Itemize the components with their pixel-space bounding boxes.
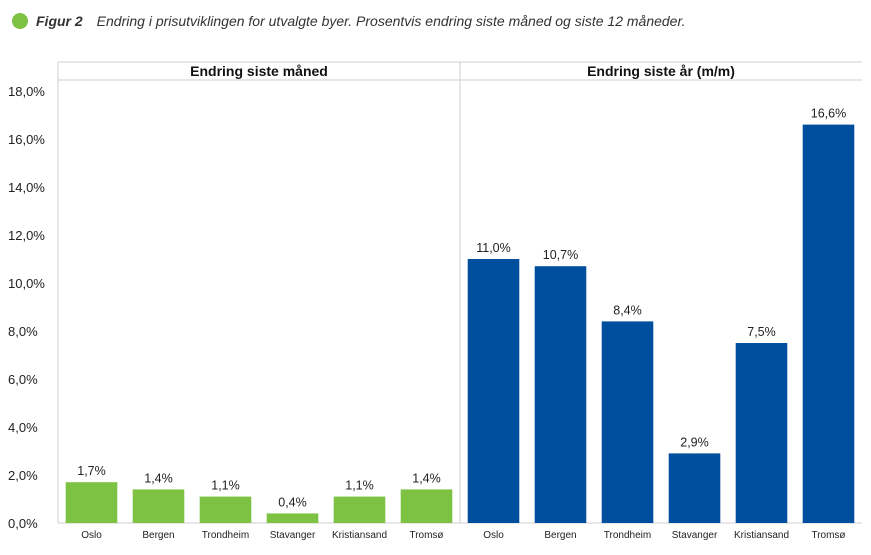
data-label: 1,1% [211,479,240,493]
data-label: 2,9% [680,435,709,449]
y-tick-label: 14,0% [8,180,45,195]
data-label: 1,7% [77,464,106,478]
panel-1: Endring siste måned 1,7% Oslo 1,4% Bergen 1,1… [65,63,453,541]
panel-2: Endring siste år (m/m) 11,0% Oslo 10,7% Berg… [467,63,855,541]
bar-tromsø [802,124,855,523]
y-axis: 0,0% 2,0% 4,0% 6,0% 8,0% 10,0% 12,0% 14,0% 16,0%… [8,84,45,531]
data-label: 8,4% [613,303,642,317]
x-category-label: Tromsø [409,530,443,541]
data-label: 0,4% [278,495,307,509]
y-tick-label: 4,0% [8,420,38,435]
bar-trondheim [601,321,654,523]
bullet-dot-icon [12,13,28,29]
figure-title: Endring i prisutviklingen for utvalgte b… [96,13,686,29]
panel-title: Endring siste måned [190,63,328,79]
data-label: 11,0% [476,241,511,255]
x-category-label: Trondheim [604,530,651,541]
chart-panels: Endring siste måned 1,7% Oslo 1,4% Bergen 1,1… [65,63,855,541]
data-label: 1,4% [144,471,173,485]
x-category-label: Bergen [142,530,174,541]
x-category-label: Stavanger [672,530,718,541]
x-category-label: Kristiansand [332,530,387,541]
y-tick-label: 18,0% [8,84,45,99]
x-category-label: Bergen [544,530,576,541]
y-tick-label: 2,0% [8,468,38,483]
y-tick-label: 8,0% [8,324,38,339]
figure-caption: Figur 2 Endring i prisutviklingen for ut… [12,10,686,32]
x-category-label: Stavanger [270,530,316,541]
data-label: 7,5% [747,325,776,339]
data-label: 16,6% [811,107,846,121]
y-tick-label: 10,0% [8,276,45,291]
x-category-label: Oslo [483,530,504,541]
data-label: 10,7% [543,248,578,262]
bar-oslo [467,259,520,523]
bar-stavanger [668,453,721,523]
bar-kristiansand [333,496,386,523]
bar-trondheim [199,496,252,523]
figure-label: Figur 2 [36,13,83,29]
bar-kristiansand [735,343,788,523]
y-tick-label: 6,0% [8,372,38,387]
bar-bergen [534,266,587,523]
y-tick-label: 16,0% [8,132,45,147]
bar-oslo [65,482,118,523]
x-category-label: Oslo [81,530,102,541]
chart-frame [57,61,862,524]
bar-stavanger [266,513,319,523]
data-label: 1,4% [412,471,441,485]
data-label: 1,1% [345,479,374,493]
bar-bergen [132,489,185,523]
x-category-label: Tromsø [811,530,845,541]
y-tick-label: 12,0% [8,228,45,243]
panel-title: Endring siste år (m/m) [587,63,735,79]
y-tick-label: 0,0% [8,516,38,531]
bar-tromsø [400,489,453,523]
x-category-label: Trondheim [202,530,249,541]
x-category-label: Kristiansand [734,530,789,541]
